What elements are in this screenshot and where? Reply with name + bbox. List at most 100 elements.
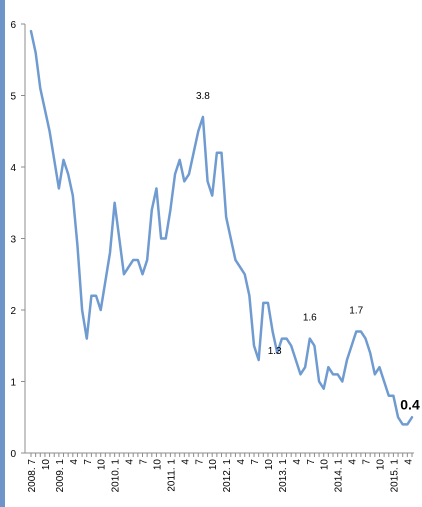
- data-point: [285, 337, 287, 339]
- data-point: [202, 116, 204, 118]
- data-point: [230, 237, 232, 239]
- x-tick-label: 2010. 1: [111, 459, 122, 493]
- data-label: 3.8: [196, 91, 210, 102]
- x-tick-label: 4: [292, 459, 303, 465]
- x-tick-label: 2012. 1: [222, 459, 233, 493]
- data-point: [160, 237, 162, 239]
- data-point: [262, 302, 264, 304]
- x-tick-label: 7: [250, 459, 261, 465]
- data-point: [313, 345, 315, 347]
- data-point: [406, 423, 408, 425]
- x-tick-label: 4: [69, 459, 80, 465]
- y-tick-label: 6: [10, 20, 16, 31]
- x-tick-label: 4: [180, 459, 191, 465]
- x-tick-label: 2013. 1: [278, 459, 289, 493]
- data-label: 1.3: [268, 346, 282, 357]
- data-label: 1.7: [349, 305, 363, 316]
- data-point: [327, 366, 329, 368]
- data-point: [336, 373, 338, 375]
- data-point: [165, 237, 167, 239]
- data-point: [146, 259, 148, 261]
- x-tick-label: 2011. 1: [166, 459, 177, 492]
- data-point: [350, 345, 352, 347]
- data-point: [104, 280, 106, 282]
- data-label: 1.6: [303, 313, 317, 324]
- data-point: [304, 366, 306, 368]
- data-point: [197, 130, 199, 132]
- data-point: [192, 152, 194, 154]
- data-point: [67, 173, 69, 175]
- data-point: [369, 352, 371, 354]
- data-point: [95, 295, 97, 297]
- x-tick-label: 7: [194, 459, 205, 465]
- data-point: [388, 395, 390, 397]
- y-tick-label: 5: [10, 92, 16, 103]
- data-point: [383, 380, 385, 382]
- y-tick-label: 1: [10, 378, 16, 389]
- data-point: [118, 237, 120, 239]
- data-point: [34, 51, 36, 53]
- data-point: [39, 87, 41, 89]
- data-point: [378, 366, 380, 368]
- data-point: [281, 337, 283, 339]
- y-tick-label: 2: [10, 306, 16, 317]
- data-point: [271, 330, 273, 332]
- data-point: [295, 359, 297, 361]
- x-tick-label: 4: [236, 459, 247, 465]
- data-point: [332, 373, 334, 375]
- data-point: [183, 180, 185, 182]
- data-point: [318, 380, 320, 382]
- x-tick-label: 10: [208, 459, 219, 471]
- data-point: [90, 295, 92, 297]
- data-point: [290, 345, 292, 347]
- x-tick-label: 7: [362, 459, 373, 465]
- data-point: [72, 194, 74, 196]
- data-point: [62, 159, 64, 161]
- data-point: [76, 244, 78, 246]
- data-point: [244, 273, 246, 275]
- x-tick-label: 7: [306, 459, 317, 465]
- data-point: [211, 194, 213, 196]
- data-point: [169, 209, 171, 211]
- data-point: [58, 187, 60, 189]
- data-point: [360, 330, 362, 332]
- x-tick-label: 10: [41, 459, 52, 471]
- y-tick-label: 4: [10, 163, 16, 174]
- y-tick-label: 0: [10, 449, 16, 460]
- data-point: [248, 295, 250, 297]
- y-tick-label: 3: [10, 235, 16, 246]
- data-point: [309, 337, 311, 339]
- data-point: [109, 252, 111, 254]
- data-point: [113, 202, 115, 204]
- data-point: [99, 309, 101, 311]
- x-tick-label: 10: [152, 459, 163, 471]
- left-border: [0, 0, 5, 507]
- data-point: [397, 416, 399, 418]
- data-point: [402, 423, 404, 425]
- x-tick-label: 2008. 7: [27, 459, 38, 493]
- data-point: [151, 209, 153, 211]
- x-tick-label: 7: [83, 459, 94, 465]
- data-point: [123, 273, 125, 275]
- data-point: [323, 387, 325, 389]
- data-point: [299, 373, 301, 375]
- x-tick-label: 2015. 1: [389, 459, 400, 493]
- data-point: [234, 259, 236, 261]
- data-point: [48, 130, 50, 132]
- data-point: [178, 159, 180, 161]
- x-tick-label: 10: [264, 459, 275, 471]
- data-point: [341, 380, 343, 382]
- data-point: [206, 180, 208, 182]
- data-label: 0.4: [400, 396, 420, 412]
- x-tick-label: 4: [403, 459, 414, 465]
- data-point: [374, 373, 376, 375]
- data-point: [132, 259, 134, 261]
- data-point: [44, 109, 46, 111]
- data-point: [239, 266, 241, 268]
- data-point: [155, 187, 157, 189]
- series-line: [29, 29, 414, 426]
- x-tick-label: 10: [320, 459, 331, 471]
- x-tick-label: 10: [97, 459, 108, 471]
